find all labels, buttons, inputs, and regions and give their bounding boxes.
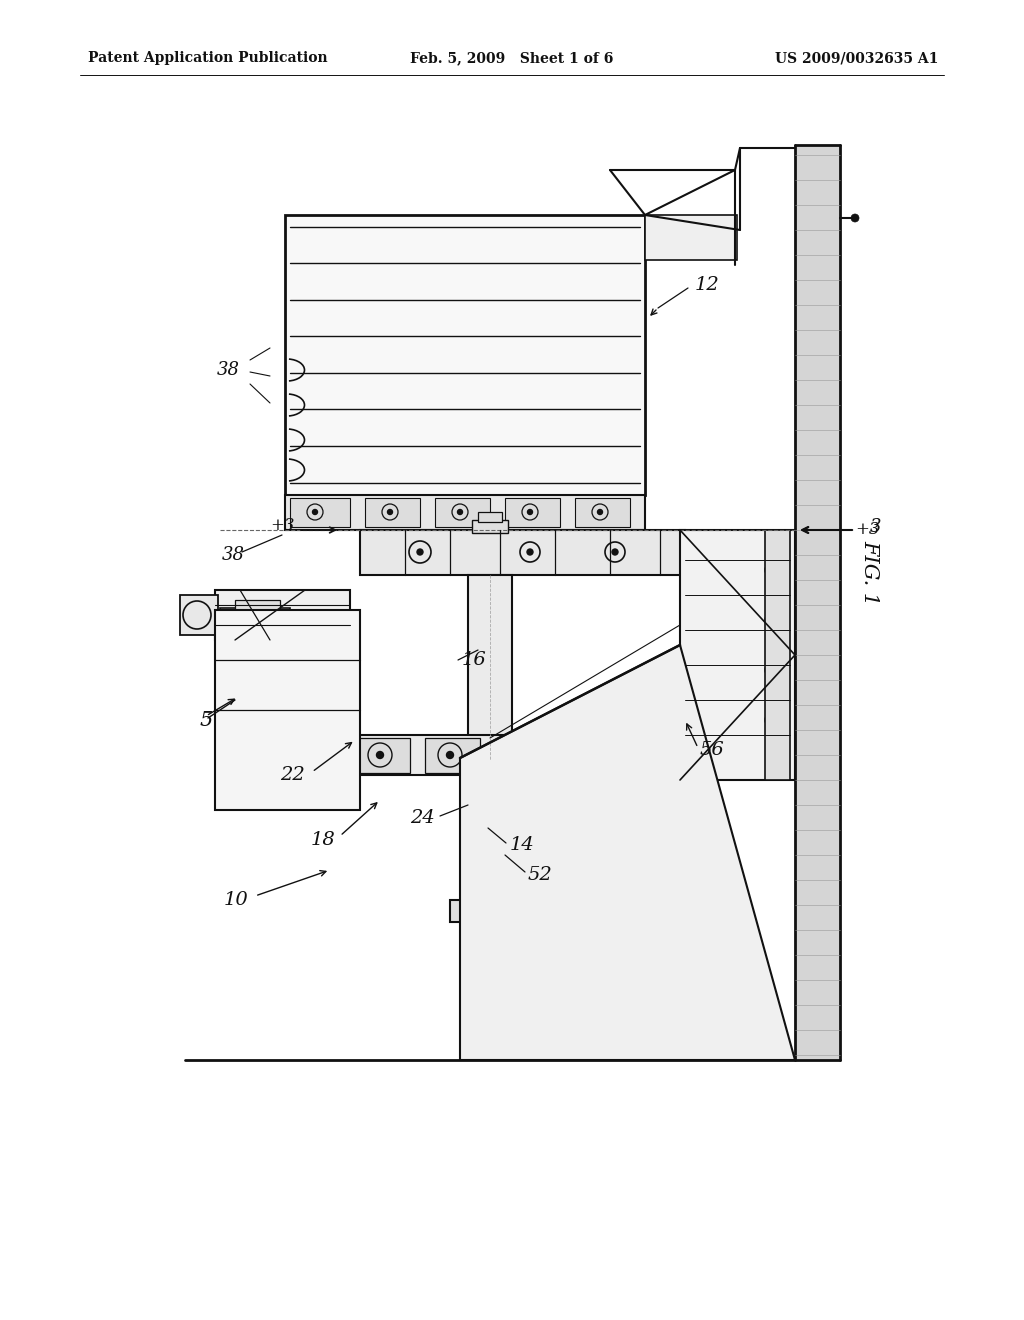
Circle shape [770, 618, 775, 623]
Text: +3: +3 [270, 516, 295, 533]
Bar [478, 512, 502, 521]
Text: US 2009/0032635 A1: US 2009/0032635 A1 [774, 51, 938, 65]
Circle shape [417, 549, 423, 554]
Bar [215, 590, 350, 640]
Circle shape [516, 751, 523, 759]
Text: 16: 16 [462, 651, 486, 669]
Bar [350, 735, 680, 775]
Circle shape [597, 510, 602, 515]
Bar [470, 775, 510, 900]
Text: 3: 3 [870, 517, 882, 536]
Circle shape [770, 668, 775, 672]
Text: 5: 5 [200, 710, 213, 730]
Bar [435, 498, 490, 527]
Bar [220, 609, 290, 622]
Text: Patent Application Publication: Patent Application Publication [88, 51, 328, 65]
Circle shape [770, 568, 775, 573]
Bar [355, 738, 410, 774]
Bar [472, 520, 508, 533]
Text: FIG. 1: FIG. 1 [860, 540, 880, 605]
Circle shape [589, 751, 596, 759]
Text: 38: 38 [221, 546, 245, 564]
Bar [290, 498, 350, 527]
Polygon shape [795, 145, 840, 1060]
Circle shape [658, 751, 666, 759]
Text: +3: +3 [855, 521, 880, 539]
Text: 12: 12 [695, 276, 720, 294]
Circle shape [377, 751, 384, 759]
Text: Feb. 5, 2009   Sheet 1 of 6: Feb. 5, 2009 Sheet 1 of 6 [411, 51, 613, 65]
Circle shape [458, 510, 463, 515]
Bar [575, 498, 630, 527]
Bar [365, 498, 420, 527]
Bar [360, 531, 685, 576]
Text: 56: 56 [700, 741, 725, 759]
Bar [450, 900, 530, 921]
Text: 52: 52 [528, 866, 553, 884]
Circle shape [387, 510, 392, 515]
Bar [180, 595, 218, 635]
Text: 10: 10 [223, 891, 248, 909]
Bar [215, 610, 360, 810]
Bar [765, 531, 790, 780]
Bar [234, 601, 280, 612]
Circle shape [527, 510, 532, 515]
Bar [645, 215, 737, 260]
Bar [475, 917, 505, 940]
Text: 38: 38 [217, 360, 240, 379]
Bar [285, 495, 645, 531]
Bar [425, 738, 480, 774]
Bar [570, 738, 625, 774]
Text: 24: 24 [411, 809, 435, 828]
Text: 18: 18 [310, 832, 335, 849]
Polygon shape [460, 645, 795, 1060]
Circle shape [527, 549, 534, 554]
Bar [680, 531, 795, 780]
Circle shape [312, 510, 317, 515]
Text: 22: 22 [281, 766, 305, 784]
Bar [285, 215, 645, 495]
Circle shape [446, 751, 454, 759]
Circle shape [612, 549, 618, 554]
Bar [234, 618, 280, 630]
Circle shape [770, 718, 775, 722]
Bar [505, 498, 560, 527]
Circle shape [851, 214, 859, 222]
Bar [642, 738, 697, 774]
Bar [468, 576, 512, 760]
Bar [498, 738, 553, 774]
Text: 14: 14 [510, 836, 535, 854]
